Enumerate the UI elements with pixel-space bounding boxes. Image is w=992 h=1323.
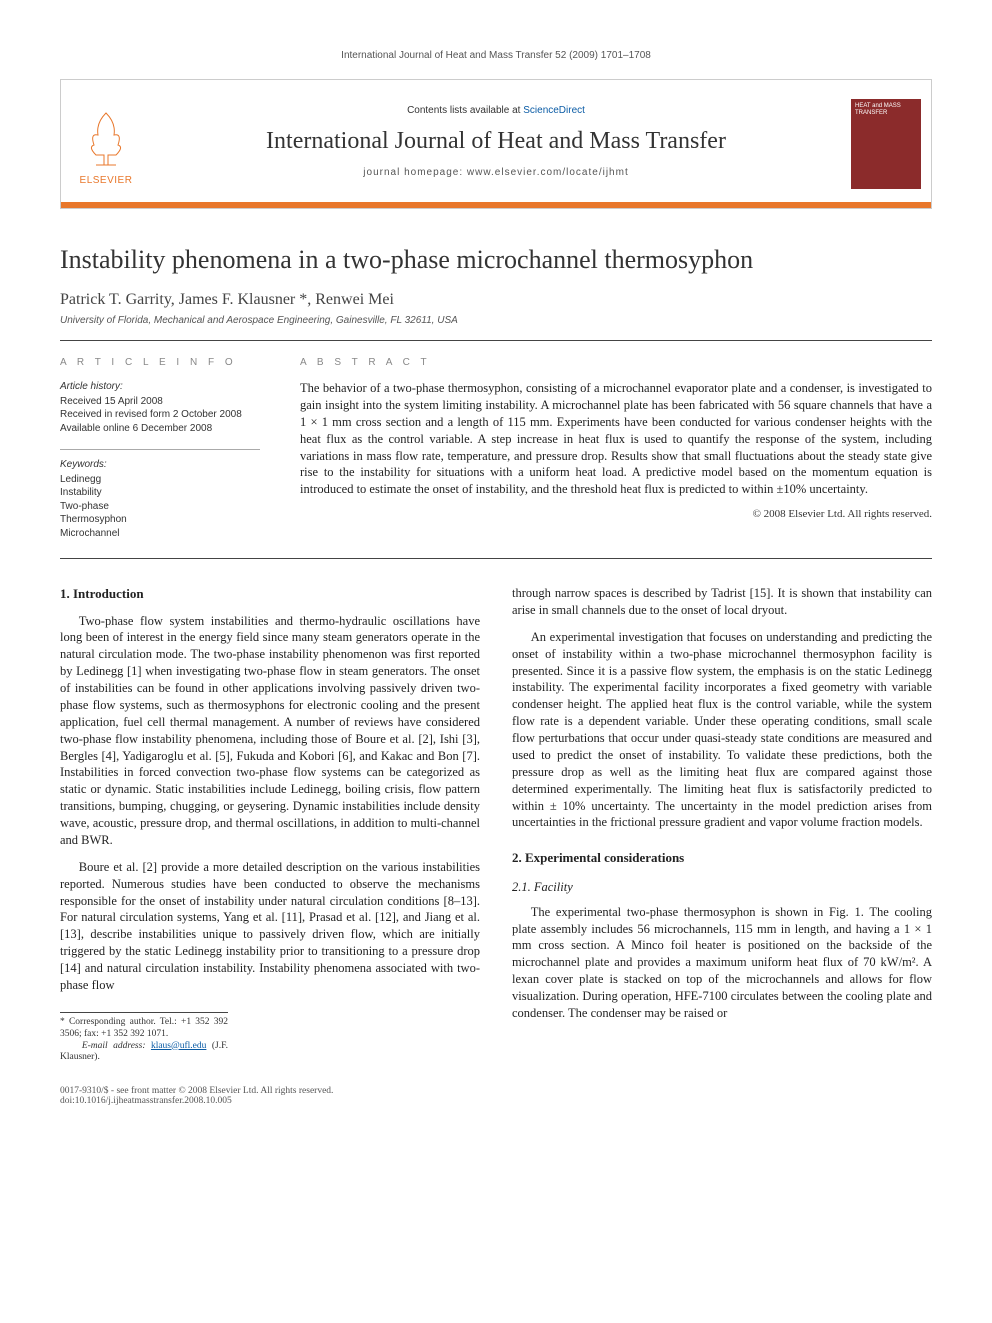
abstract-text: The behavior of a two-phase thermosyphon… [300,380,932,498]
contents-list-line: Contents lists available at ScienceDirec… [407,105,585,116]
running-header: International Journal of Heat and Mass T… [60,50,932,61]
article-title: Instability phenomena in a two-phase mic… [60,245,932,275]
article-info-block: A R T I C L E I N F O Article history: R… [60,357,260,540]
article-info-header: A R T I C L E I N F O [60,357,260,368]
section-1-heading: 1. Introduction [60,585,480,603]
publisher-logo: ELSEVIER [61,80,151,208]
journal-name: International Journal of Heat and Mass T… [266,128,726,155]
footnote-separator: * Corresponding author. Tel.: +1 352 392… [60,1012,228,1065]
email-footnote: E-mail address: klaus@ufl.edu (J.F. Klau… [60,1041,228,1065]
keyword: Ledinegg [60,473,260,487]
journal-banner: ELSEVIER Contents lists available at Sci… [60,79,932,209]
article-body: 1. Introduction Two-phase flow system in… [60,585,932,1064]
elsevier-tree-icon [76,103,136,173]
sciencedirect-link[interactable]: ScienceDirect [523,105,585,116]
publisher-name: ELSEVIER [80,175,133,186]
keyword: Instability [60,486,260,500]
section-2-1-heading: 2.1. Facility [512,879,932,896]
author-email-link[interactable]: klaus@ufl.edu [151,1041,206,1051]
journal-homepage: journal homepage: www.elsevier.com/locat… [363,167,628,178]
abstract-block: A B S T R A C T The behavior of a two-ph… [300,357,932,540]
cover-thumbnail: HEAT and MASS TRANSFER [841,80,931,208]
cover-image: HEAT and MASS TRANSFER [851,99,921,189]
article-affiliation: University of Florida, Mechanical and Ae… [60,315,932,341]
body-paragraph: An experimental investigation that focus… [512,629,932,832]
page-footer: 0017-9310/$ - see front matter © 2008 El… [60,1086,932,1106]
keyword: Two-phase [60,500,260,514]
keywords-label: Keywords: [60,458,260,472]
contents-prefix: Contents lists available at [407,105,523,116]
body-paragraph: The experimental two-phase thermosyphon … [512,904,932,1022]
article-history-label: Article history: [60,380,260,394]
keyword: Microchannel [60,527,260,541]
front-matter-line: 0017-9310/$ - see front matter © 2008 El… [60,1086,333,1096]
body-paragraph: through narrow spaces is described by Ta… [512,585,932,619]
abstract-copyright: © 2008 Elsevier Ltd. All rights reserved… [300,508,932,520]
history-online: Available online 6 December 2008 [60,422,260,436]
email-label: E-mail address: [82,1041,146,1051]
section-2-heading: 2. Experimental considerations [512,849,932,867]
body-paragraph: Boure et al. [2] provide a more detailed… [60,859,480,994]
body-paragraph: Two-phase flow system instabilities and … [60,613,480,849]
corresponding-author-footnote: * Corresponding author. Tel.: +1 352 392… [60,1017,228,1041]
history-revised: Received in revised form 2 October 2008 [60,408,260,422]
keyword: Thermosyphon [60,513,260,527]
history-received: Received 15 April 2008 [60,395,260,409]
abstract-header: A B S T R A C T [300,357,932,368]
article-authors: Patrick T. Garrity, James F. Klausner *,… [60,291,932,309]
doi-line: doi:10.1016/j.ijheatmasstransfer.2008.10… [60,1096,333,1106]
